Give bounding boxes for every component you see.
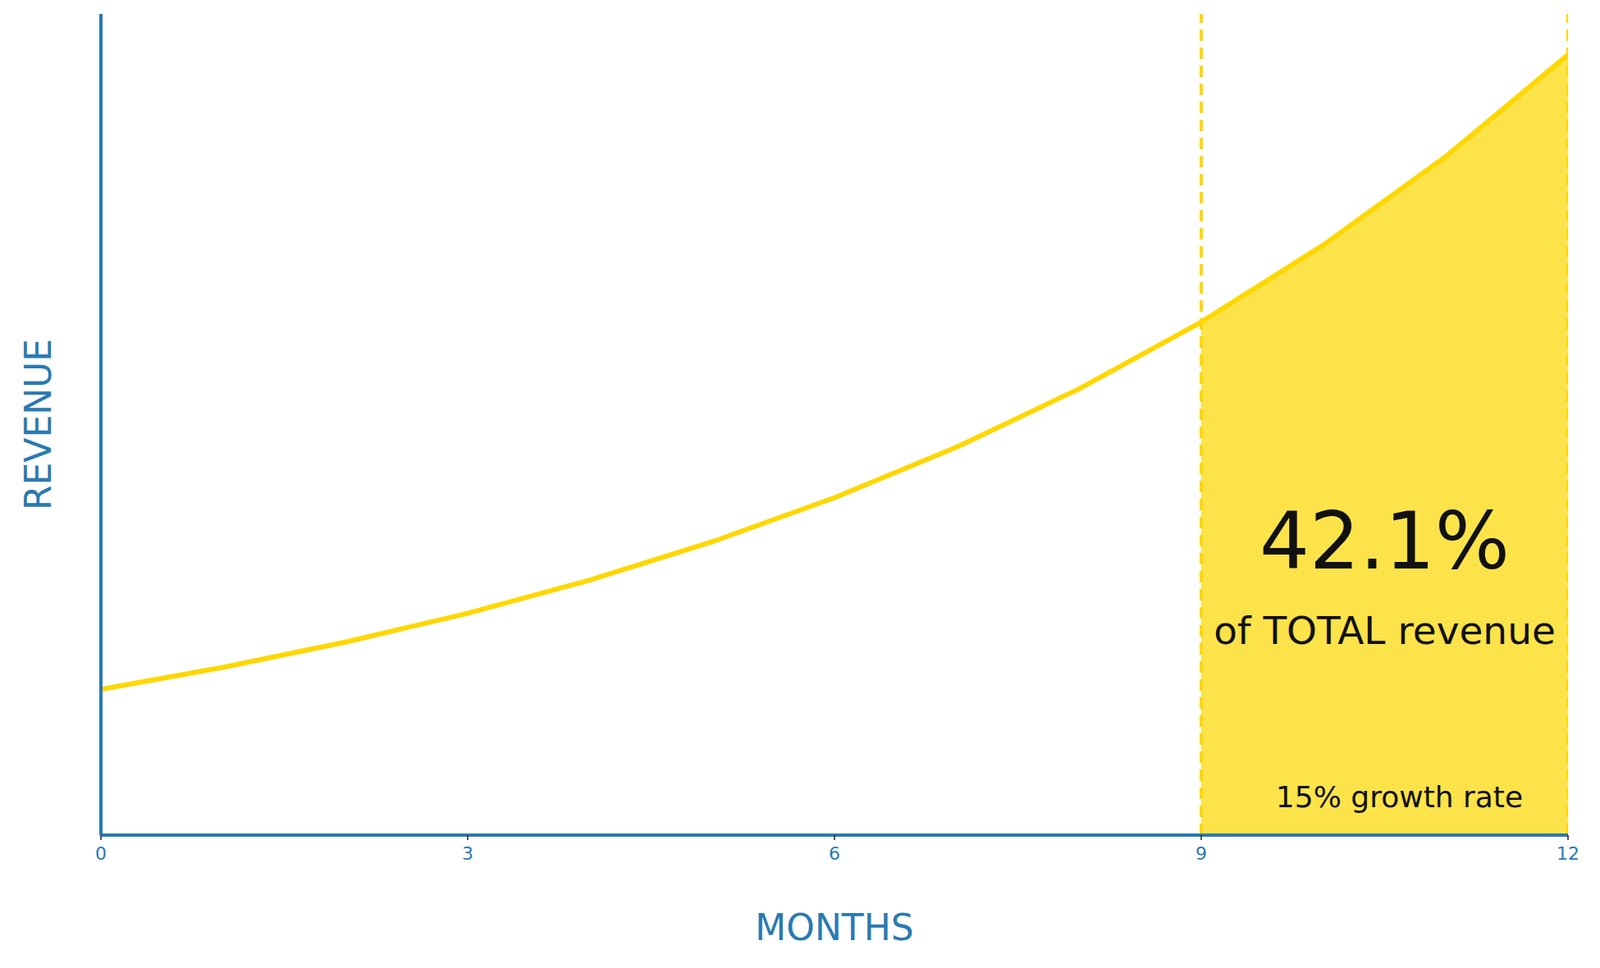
highlight-area: [1201, 54, 1568, 836]
x-tick-label: 3: [461, 843, 474, 864]
x-tick: [1200, 835, 1203, 841]
x-tick: [100, 835, 102, 841]
chart-container: 0 3 6 9 12 MONTHS REVENUE 42.1% of TOTAL revenue…: [0, 0, 1600, 968]
y-axis-label: REVENUE: [17, 338, 60, 511]
x-tick-label: 0: [95, 843, 107, 864]
annotation: 42.1%: [1259, 495, 1510, 588]
annotation-subtitle: of TOTAL revenue: [1213, 608, 1556, 654]
plot-area: [100, 13, 1568, 836]
note: 15% growth rate: [1275, 780, 1523, 814]
revenue-line: [100, 54, 1568, 690]
x-tick-label: 6: [828, 843, 841, 864]
chart-svg: 0 3 6 9 12 MONTHS REVENUE 42.1% of TOTAL revenue…: [0, 0, 1600, 968]
x-tick: [466, 835, 469, 841]
x-tick-label: 9: [1195, 843, 1207, 864]
x-tick: [1567, 835, 1569, 841]
highlight-boundary: [1199, 13, 1203, 836]
x-tick: [833, 835, 836, 841]
x-tick-label: 12: [1556, 843, 1580, 864]
y-axis: [99, 13, 103, 836]
x-axis-label: MONTHS: [754, 906, 914, 949]
highlight-boundary: [1566, 13, 1568, 836]
